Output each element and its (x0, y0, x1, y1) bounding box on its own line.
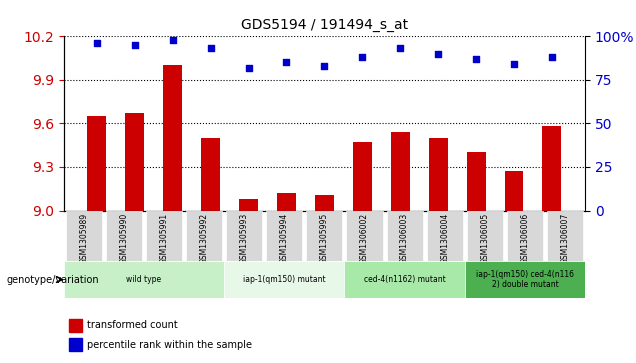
Text: percentile rank within the sample: percentile rank within the sample (87, 340, 252, 350)
Bar (543, 126, 562, 211)
FancyBboxPatch shape (547, 211, 583, 261)
FancyBboxPatch shape (507, 211, 543, 261)
FancyBboxPatch shape (467, 211, 503, 261)
FancyBboxPatch shape (146, 211, 182, 261)
FancyBboxPatch shape (66, 211, 102, 261)
FancyBboxPatch shape (224, 261, 345, 298)
FancyBboxPatch shape (345, 261, 465, 298)
Title: GDS5194 / 191494_s_at: GDS5194 / 191494_s_at (241, 19, 408, 33)
Text: GSM1305990: GSM1305990 (120, 213, 128, 264)
Text: GSM1305992: GSM1305992 (200, 213, 209, 264)
Text: GSM1305989: GSM1305989 (79, 213, 88, 264)
FancyBboxPatch shape (427, 211, 463, 261)
Point (130, 42, 140, 48)
Bar (201, 138, 220, 211)
Bar (504, 171, 523, 211)
Bar (315, 195, 334, 211)
Bar (163, 65, 182, 211)
FancyBboxPatch shape (387, 211, 423, 261)
Text: iap-1(qm150) ced-4(n116
2) double mutant: iap-1(qm150) ced-4(n116 2) double mutant (476, 270, 574, 289)
FancyBboxPatch shape (226, 211, 262, 261)
Text: GSM1305991: GSM1305991 (160, 213, 169, 264)
FancyBboxPatch shape (64, 261, 224, 298)
Bar (353, 142, 372, 211)
Bar (467, 152, 485, 211)
Point (357, 54, 368, 60)
Text: GSM1305995: GSM1305995 (320, 213, 329, 264)
Point (244, 65, 254, 70)
Bar (277, 193, 296, 211)
FancyBboxPatch shape (186, 211, 222, 261)
FancyBboxPatch shape (106, 211, 142, 261)
Text: genotype/variation: genotype/variation (6, 274, 99, 285)
Bar (391, 132, 410, 211)
Text: GSM1306003: GSM1306003 (400, 213, 409, 264)
Point (281, 60, 291, 65)
Point (433, 51, 443, 57)
Point (167, 37, 177, 43)
Point (92, 40, 102, 46)
Text: GSM1306004: GSM1306004 (440, 213, 449, 264)
Text: GSM1306005: GSM1306005 (480, 213, 489, 264)
FancyBboxPatch shape (266, 211, 302, 261)
Text: wild type: wild type (127, 275, 162, 284)
Text: GSM1305994: GSM1305994 (280, 213, 289, 264)
Bar (429, 138, 448, 211)
Bar (239, 199, 258, 211)
Point (205, 46, 216, 52)
Point (395, 46, 405, 52)
FancyBboxPatch shape (465, 261, 585, 298)
FancyBboxPatch shape (347, 211, 382, 261)
Text: transformed count: transformed count (87, 320, 178, 330)
Point (547, 54, 557, 60)
Bar (125, 113, 144, 211)
Point (509, 61, 519, 67)
Text: iap-1(qm150) mutant: iap-1(qm150) mutant (243, 275, 326, 284)
Bar (69, 338, 82, 351)
Text: GSM1306006: GSM1306006 (520, 213, 529, 264)
FancyBboxPatch shape (307, 211, 342, 261)
Point (471, 56, 481, 62)
Text: ced-4(n1162) mutant: ced-4(n1162) mutant (364, 275, 445, 284)
Text: GSM1306007: GSM1306007 (560, 213, 570, 264)
Bar (87, 116, 106, 211)
Text: GSM1305993: GSM1305993 (240, 213, 249, 264)
Bar (69, 319, 82, 332)
Point (319, 63, 329, 69)
Text: GSM1306002: GSM1306002 (360, 213, 369, 264)
